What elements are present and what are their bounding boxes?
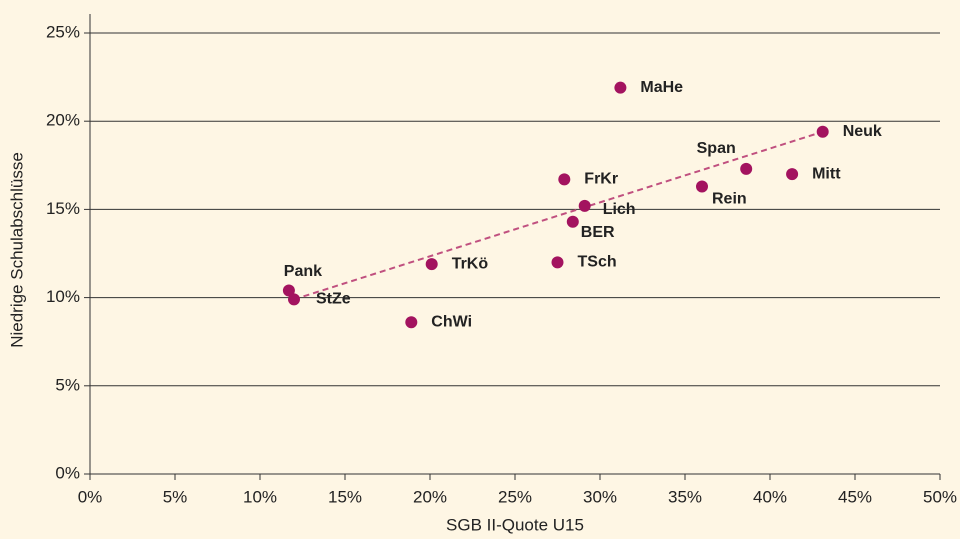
y-tick-label: 25% — [46, 22, 80, 41]
point-label: Mitt — [812, 165, 841, 182]
point-label: ChWi — [431, 314, 472, 331]
point — [405, 316, 418, 329]
x-tick-label: 25% — [498, 487, 532, 506]
point — [578, 199, 591, 212]
x-tick-label: 5% — [163, 487, 188, 506]
x-tick-label: 20% — [413, 487, 447, 506]
x-tick-label: 10% — [243, 487, 277, 506]
point — [786, 168, 799, 181]
point — [558, 173, 571, 186]
point — [566, 215, 579, 228]
point-label: FrKr — [584, 171, 618, 188]
y-tick-label: 5% — [55, 375, 80, 394]
point — [551, 256, 564, 269]
y-tick-label: 10% — [46, 287, 80, 306]
point-label: Lich — [603, 201, 636, 218]
trend-line — [293, 130, 824, 301]
x-tick-label: 15% — [328, 487, 362, 506]
point — [696, 180, 708, 193]
point-label: StZe — [316, 291, 351, 308]
point-label: TrKö — [452, 255, 489, 272]
y-tick-label: 15% — [46, 199, 80, 218]
point-label: TSch — [578, 254, 617, 271]
point-label: BER — [581, 224, 615, 241]
point — [288, 293, 300, 306]
point — [425, 258, 438, 271]
y-tick-label: 0% — [55, 463, 80, 482]
point — [816, 125, 829, 138]
point — [282, 284, 295, 297]
point — [614, 81, 627, 94]
x-tick-label: 35% — [668, 487, 702, 506]
x-tick-label: 0% — [78, 487, 103, 506]
x-tick-label: 45% — [838, 487, 872, 506]
x-axis-label: SGB II-Quote U15 — [446, 515, 584, 534]
point-label: Pank — [284, 263, 322, 280]
y-axis-label: Niedrige Schulabschlüsse — [7, 152, 26, 348]
x-tick-label: 30% — [583, 487, 617, 506]
point-label: Neuk — [843, 123, 882, 140]
point-label: MaHe — [640, 79, 683, 96]
point-label: Rein — [712, 191, 747, 208]
y-tick-label: 20% — [46, 111, 80, 130]
point-label: Span — [697, 140, 736, 157]
x-tick-label: 40% — [753, 487, 787, 506]
x-tick-label: 50% — [923, 487, 957, 506]
point — [740, 162, 753, 175]
